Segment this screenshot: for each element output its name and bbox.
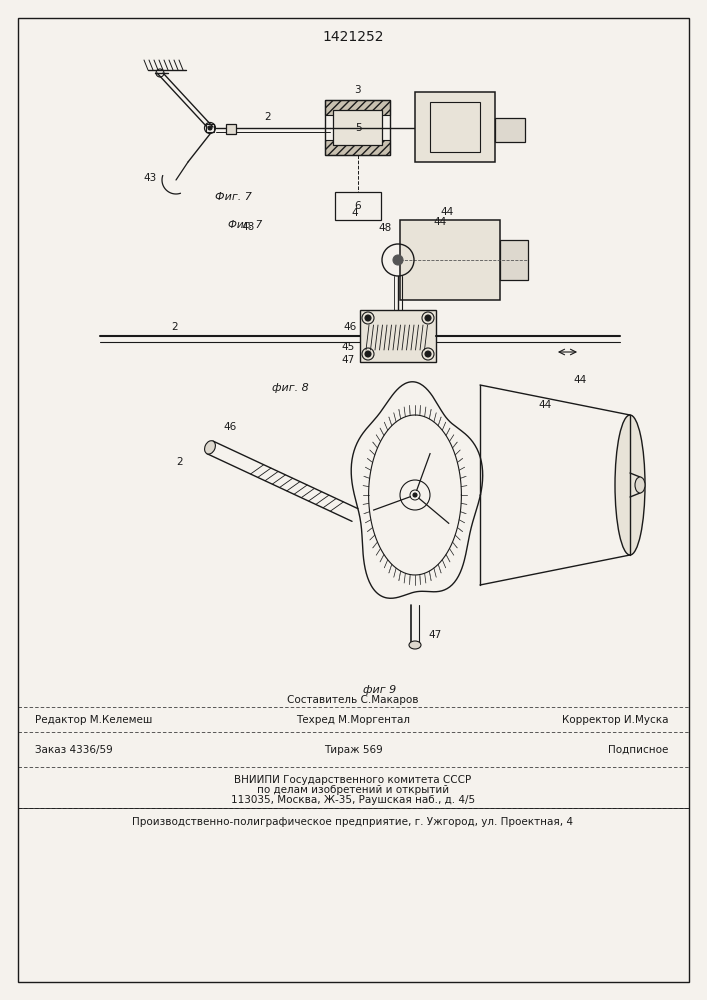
- Text: 2: 2: [172, 322, 178, 332]
- Text: Фиг. 7: Фиг. 7: [228, 220, 262, 230]
- Bar: [333, 110, 382, 145]
- Bar: [415, 92, 495, 162]
- Text: 43: 43: [144, 173, 157, 183]
- Text: 2: 2: [177, 457, 183, 467]
- Text: 44: 44: [573, 375, 587, 385]
- Text: 44: 44: [538, 400, 551, 410]
- Bar: [500, 240, 528, 280]
- Bar: [430, 102, 480, 152]
- Text: 46: 46: [223, 422, 237, 432]
- Bar: [360, 310, 436, 362]
- Text: по делам изобретений и открытий: по делам изобретений и открытий: [257, 785, 449, 795]
- Circle shape: [365, 315, 371, 321]
- Bar: [206, 124, 214, 132]
- Text: 44: 44: [440, 207, 454, 217]
- Bar: [495, 118, 525, 142]
- Circle shape: [425, 351, 431, 357]
- Text: 2: 2: [264, 112, 271, 122]
- Bar: [325, 140, 390, 155]
- Text: Заказ 4336/59: Заказ 4336/59: [35, 745, 112, 755]
- Text: Редактор М.Келемеш: Редактор М.Келемеш: [35, 715, 153, 725]
- Text: фиг. 8: фиг. 8: [271, 383, 308, 393]
- Ellipse shape: [204, 441, 216, 454]
- Text: 5: 5: [356, 123, 362, 133]
- Text: 45: 45: [341, 342, 355, 352]
- Text: Составитель С.Макаров: Составитель С.Макаров: [287, 695, 419, 705]
- Circle shape: [365, 351, 371, 357]
- Text: 44: 44: [433, 217, 447, 227]
- Circle shape: [393, 255, 403, 265]
- Ellipse shape: [409, 641, 421, 649]
- Text: Корректор И.Муска: Корректор И.Муска: [561, 715, 668, 725]
- Text: Производственно-полиграфическое предприятие, г. Ужгород, ул. Проектная, 4: Производственно-полиграфическое предприя…: [132, 817, 573, 827]
- Text: 46: 46: [344, 322, 356, 332]
- Bar: [335, 192, 381, 220]
- Circle shape: [413, 493, 417, 497]
- Circle shape: [208, 126, 212, 130]
- Text: 47: 47: [428, 630, 442, 640]
- Bar: [325, 100, 390, 155]
- Text: 3: 3: [354, 85, 361, 95]
- Text: ВНИИПИ Государственного комитета СССР: ВНИИПИ Государственного комитета СССР: [235, 775, 472, 785]
- Bar: [400, 220, 500, 300]
- Bar: [325, 100, 390, 115]
- Text: фиг 9: фиг 9: [363, 685, 397, 695]
- Text: 6: 6: [355, 201, 361, 211]
- Text: Тираж 569: Тираж 569: [324, 745, 382, 755]
- Ellipse shape: [635, 477, 645, 493]
- Bar: [226, 124, 236, 134]
- Text: Фиг. 7: Фиг. 7: [214, 192, 252, 202]
- Ellipse shape: [615, 415, 645, 555]
- Text: 1421252: 1421252: [322, 30, 384, 44]
- Text: Подписное: Подписное: [607, 745, 668, 755]
- Text: 48: 48: [241, 222, 255, 232]
- Text: 47: 47: [341, 355, 355, 365]
- Circle shape: [425, 315, 431, 321]
- Text: 4: 4: [351, 208, 358, 218]
- Text: Техред М.Моргентал: Техред М.Моргентал: [296, 715, 410, 725]
- Text: 48: 48: [378, 223, 392, 233]
- Text: 113035, Москва, Ж-35, Раушская наб., д. 4/5: 113035, Москва, Ж-35, Раушская наб., д. …: [231, 795, 475, 805]
